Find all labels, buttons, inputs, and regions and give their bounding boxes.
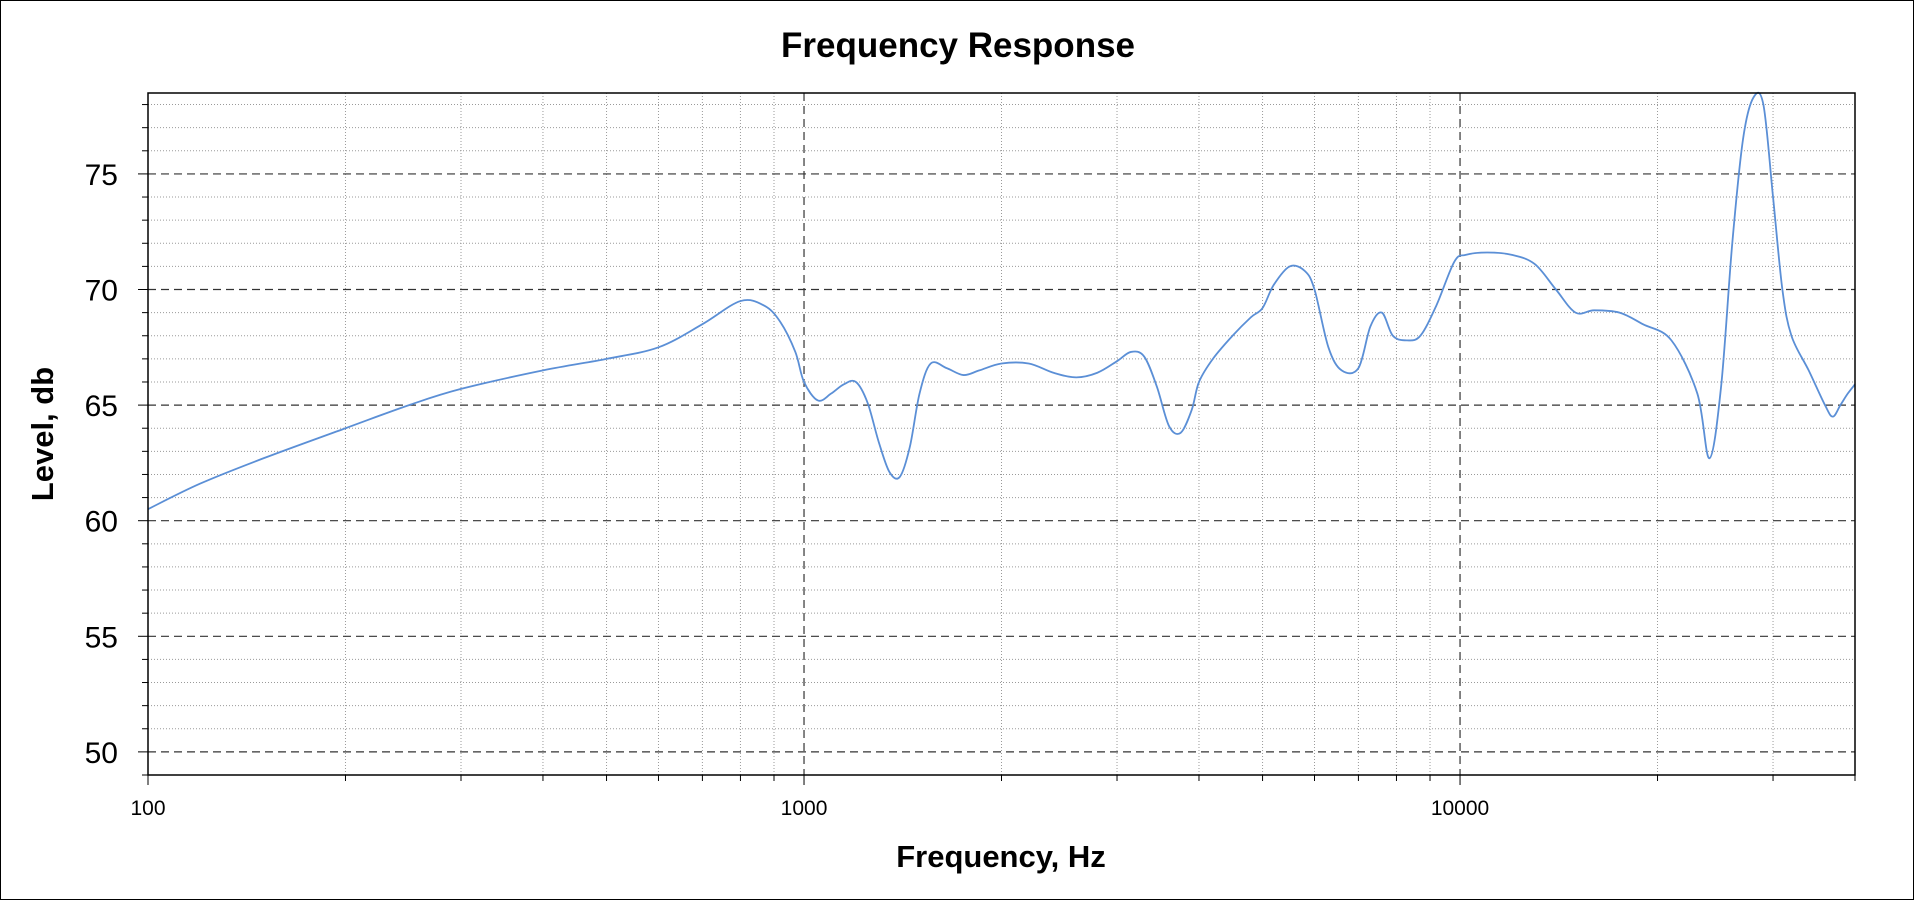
y-tick-label: 75 <box>85 159 118 192</box>
y-tick-label: 70 <box>85 275 118 308</box>
x-tick-label: 100 <box>130 797 165 820</box>
tick-marks <box>138 104 1856 785</box>
series-layer <box>147 91 1856 510</box>
plot-area <box>148 93 1855 775</box>
x-tick-label: 10000 <box>1431 797 1489 820</box>
plot-border <box>147 92 1856 776</box>
chart-title: Frequency Response <box>781 26 1135 65</box>
y-tick-label: 55 <box>85 621 118 654</box>
x-tick-label: 1000 <box>781 797 828 820</box>
tick-labels: 50 55 60 65 70 75 100 1000 10000 <box>85 159 1490 820</box>
series-line-0 <box>147 91 1856 510</box>
y-tick-label: 65 <box>85 390 118 423</box>
y-tick-label: 60 <box>85 506 118 539</box>
y-tick-label: 50 <box>85 737 118 770</box>
y-axis-title: Level, db <box>25 367 60 501</box>
x-axis-title: Frequency, Hz <box>896 839 1106 874</box>
grid-layer <box>148 93 1856 776</box>
